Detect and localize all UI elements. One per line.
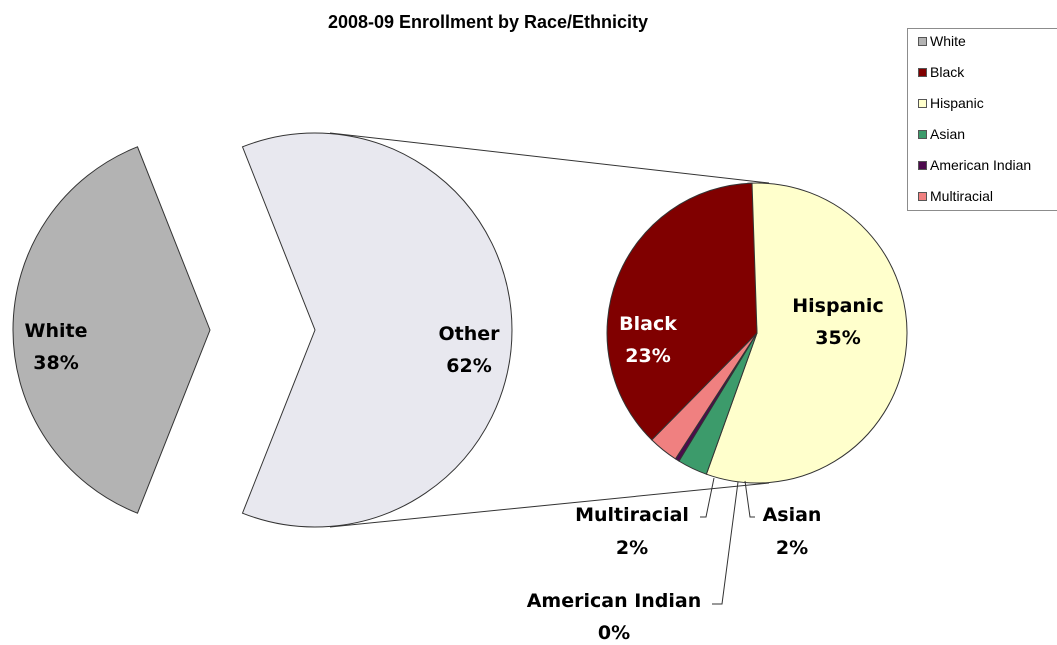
legend-item-multiracial: Multiracial (918, 186, 993, 206)
label-black-name: Black (619, 313, 677, 335)
label-hispanic-value: 35% (815, 327, 860, 349)
legend-swatch-asian (918, 129, 927, 139)
legend-label-black: Black (930, 64, 965, 80)
connector-line-top (329, 132, 770, 184)
legend-item-american-indian: American Indian (918, 155, 1031, 175)
slice-other (241, 132, 513, 528)
label-multiracial-name: Multiracial (575, 504, 689, 526)
label-other-name: Other (438, 323, 500, 345)
label-other-value: 62% (446, 355, 491, 377)
legend-item-asian: Asian (918, 124, 965, 144)
leader-line-asian (744, 480, 755, 518)
label-american-indian-value: 0% (598, 622, 630, 644)
legend-label-hispanic: Hispanic (930, 95, 984, 111)
legend-swatch-black (918, 67, 927, 77)
legend-swatch-american-indian (918, 160, 927, 170)
label-hispanic-name: Hispanic (792, 295, 883, 317)
legend-label-american-indian: American Indian (930, 157, 1032, 173)
legend-label-multiracial: Multiracial (930, 188, 994, 204)
label-multiracial-value: 2% (616, 537, 648, 559)
label-white-value: 38% (33, 352, 78, 374)
leader-line-multiracial (700, 477, 715, 518)
legend-swatch-hispanic (918, 98, 927, 108)
label-asian-name: Asian (763, 504, 822, 526)
label-asian-value: 2% (776, 537, 808, 559)
legend-item-hispanic: Hispanic (918, 93, 984, 113)
connector-line-bottom (329, 482, 770, 528)
legend-label-asian: Asian (930, 126, 966, 142)
chart-title: 2008-09 Enrollment by Race/Ethnicity (327, 12, 649, 32)
breakout-pie (606, 182, 908, 484)
label-white-name: White (25, 320, 88, 342)
chart-legend: White Black Hispanic Asian American Indi… (907, 28, 1057, 211)
label-black-value: 23% (625, 345, 670, 367)
label-american-indian-name: American Indian (527, 590, 702, 612)
breakout-slice-hispanic (705, 182, 908, 484)
breakout-slice-black (606, 182, 758, 441)
slice-white (12, 146, 211, 514)
legend-swatch-multiracial (918, 191, 927, 201)
legend-item-black: Black (918, 62, 964, 82)
legend-item-white: White (918, 31, 966, 51)
leader-line-american-indian (712, 481, 739, 605)
legend-label-white: White (930, 33, 966, 49)
legend-swatch-white (918, 36, 927, 46)
